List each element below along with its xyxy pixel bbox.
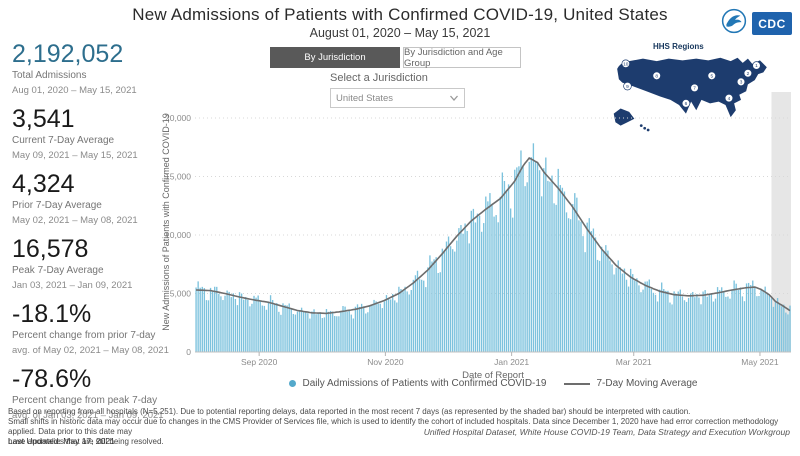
legend-daily-admissions-label: Daily Admissions of Patients with Confir… [302,378,547,389]
svg-text:0: 0 [186,347,191,357]
svg-text:4: 4 [728,96,731,102]
stat-sublabel: Jan 03, 2021 – Jan 09, 2021 [12,280,133,291]
tab-by-jurisdiction-age-group[interactable]: By Jurisdiction and Age Group [403,47,521,69]
recent-days-shaded-band [771,92,791,352]
stat-value: 16,578 [12,235,89,263]
stat-sublabel: Aug 01, 2020 – May 15, 2021 [12,85,137,96]
stat-current-7day-average: 3,541 Current 7-Day Average May 09, 2021… [12,105,192,161]
chart-legend: Daily Admissions of Patients with Confir… [195,378,791,389]
admissions-chart[interactable]: 0 5,000 10,000 15,000 20,000 Sep 2020 Nov 2020… [160,85,800,405]
svg-text:Nov 2020: Nov 2020 [367,357,404,367]
hhs-eagle-icon [721,8,747,39]
data-source-credit: Unified Hospital Dataset, White House CO… [423,427,790,437]
alaska-shape [613,108,635,126]
daily-admissions-bars [195,143,791,352]
svg-text:Jan 2021: Jan 2021 [494,357,529,367]
moving-average-legend-line-icon [563,382,590,385]
svg-text:15,000: 15,000 [165,172,191,182]
footnote-line-1: Based on reporting from all hospitals (N… [8,407,691,416]
stat-pct-change-peak: -78.6% Percent change from peak 7-day av… [12,365,192,421]
date-range-subtitle: August 01, 2020 – May 15, 2021 [309,26,491,40]
daily-admissions-legend-dot-icon [288,380,296,387]
footnote-line-2: Small shifts in historic data may occur … [8,417,779,436]
svg-text:2: 2 [747,71,750,77]
svg-text:3: 3 [740,80,743,86]
svg-text:20,000: 20,000 [165,113,191,123]
view-toggle-tabs: By Jurisdiction By Jurisdiction and Age … [270,47,521,69]
footnote-line-3: have anomalies that are still being reso… [8,437,164,446]
footnotes: Based on reporting from all hospitals (N… [8,407,796,447]
stat-label: Percent change from prior 7-day [12,330,156,341]
chevron-down-icon [449,89,459,107]
cdc-logo[interactable]: CDC [752,12,792,35]
stat-sublabel: avg. of Jan 03, 2021 – Jan 09, 2021 [12,410,164,421]
stat-pct-change-prior: -18.1% Percent change from prior 7-day a… [12,300,192,356]
svg-text:Mar 2021: Mar 2021 [616,357,652,367]
tab-by-jurisdiction[interactable]: By Jurisdiction [270,47,400,68]
moving-average-line [195,156,791,315]
jurisdiction-dropdown[interactable]: United States [330,88,465,108]
stat-peak-7day-average: 16,578 Peak 7-Day Average Jan 03, 2021 –… [12,235,192,291]
stat-sublabel: May 09, 2021 – May 15, 2021 [12,150,138,161]
stat-label: Total Admissions [12,70,87,81]
svg-text:9: 9 [626,84,629,90]
jurisdiction-select-label: Select a Jurisdiction [330,72,428,84]
last-updated-label: Last Updated: May 17, 2021 [8,436,115,446]
stat-sublabel: May 02, 2021 – May 08, 2021 [12,215,138,226]
stat-total-admissions: 2,192,052 Total Admissions Aug 01, 2020 … [12,40,192,96]
hhs-regions-map[interactable]: 1 2 3 4 5 6 7 8 9 10 [600,50,796,136]
stat-label: Current 7-Day Average [12,135,115,146]
stat-label: Percent change from peak 7-day [12,395,158,406]
stat-label: Peak 7-Day Average [12,265,104,276]
stat-label: Prior 7-Day Average [12,200,102,211]
stat-value: 3,541 [12,105,75,133]
svg-text:8: 8 [655,74,658,80]
svg-text:Sep 2020: Sep 2020 [241,357,278,367]
stat-value: 2,192,052 [12,40,124,68]
svg-text:10,000: 10,000 [165,230,191,240]
svg-text:5,000: 5,000 [170,289,192,299]
jurisdiction-dropdown-value: United States [336,92,394,104]
svg-text:7: 7 [693,86,696,92]
stat-prior-7day-average: 4,324 Prior 7-Day Average May 02, 2021 –… [12,170,192,226]
hhs-regions-label: HHS Regions [653,42,704,51]
stat-value: -78.6% [12,365,92,393]
svg-text:6: 6 [685,101,688,107]
stat-value: -18.1% [12,300,92,328]
summary-stats-panel: 2,192,052 Total Admissions Aug 01, 2020 … [12,40,192,430]
agency-logos: CDC [721,8,792,39]
y-axis-title: New Admissions of Patients with Confirme… [161,113,171,331]
page-title: New Admissions of Patients with Confirme… [132,5,668,24]
page-header: New Admissions of Patients with Confirme… [0,5,800,40]
svg-text:1: 1 [755,63,758,69]
svg-text:May 2021: May 2021 [741,357,779,367]
svg-text:10: 10 [623,61,629,67]
svg-text:5: 5 [710,74,713,80]
legend-moving-average-label: 7-Day Moving Average [596,378,698,389]
x-axis-title: Date of Report [462,370,524,381]
region-markers: 123 4 5 6 7 8 9 10 [621,59,761,108]
stat-value: 4,324 [12,170,75,198]
stat-sublabel: avg. of May 02, 2021 – May 08, 2021 [12,345,169,356]
admissions-chart-svg: 0 5,000 10,000 15,000 20,000 Sep 2020 Nov 2020… [161,92,791,381]
